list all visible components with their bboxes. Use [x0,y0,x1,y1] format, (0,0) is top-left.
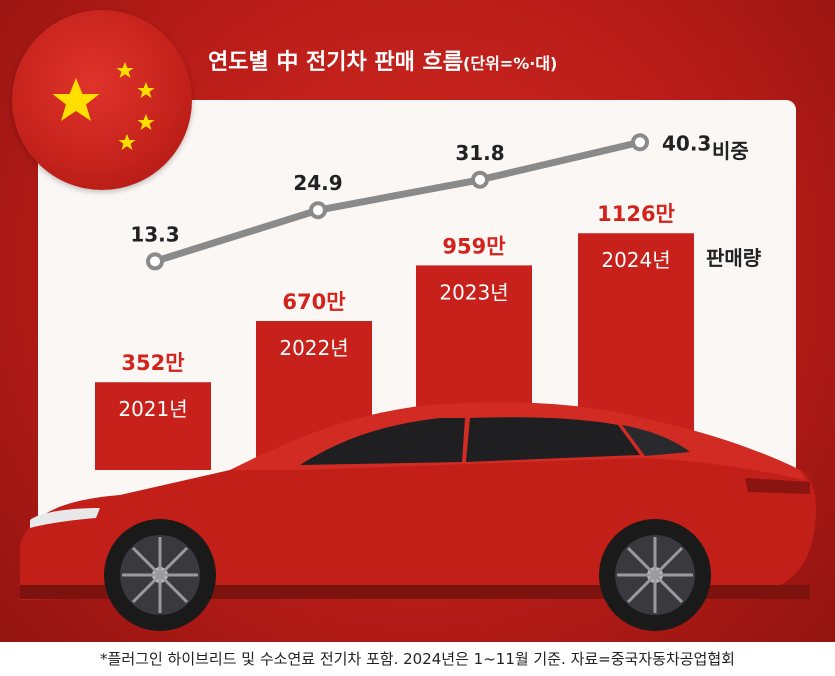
bar-category-label: 2022년 [279,336,348,360]
share-point-1 [146,252,164,271]
bar-category-label: 2024년 [601,248,670,272]
unit-text: (단위=%·대) [463,54,558,73]
title-text: 연도별 中 전기차 판매 흐름 [208,50,464,75]
line-series-label: 비중 [712,139,749,163]
source-footnote: *플러그인 하이브리드 및 수소연료 전기차 포함. 2024년은 1~11월 … [0,642,835,676]
share-point-2 [309,201,327,220]
bar-1 [95,382,211,470]
bar-value-label: 959만 [442,234,505,258]
chart-title: 연도별 中 전기차 판매 흐름(단위=%·대) [208,44,557,76]
large-star-icon [52,78,100,121]
bar-category-label: 2023년 [439,280,508,304]
small-star-icon [137,82,155,98]
electric-car-illustration [20,402,817,631]
share-value-label: 31.8 [455,141,504,165]
small-star-icon [137,114,155,130]
share-point-4 [631,133,649,152]
bar-value-label: 1126만 [597,202,675,226]
small-star-icon [116,62,134,78]
share-value-label: 13.3 [130,222,179,246]
share-line [151,138,644,265]
small-star-icon [118,134,136,150]
bar-series-label: 판매량 [706,246,762,270]
line-layer: 13.3 24.9 31.8 40.3 [130,131,711,271]
bar-value-label: 352만 [121,351,184,375]
bar-category-label: 2021년 [118,397,187,421]
flag-stars-icon [52,62,155,150]
share-value-label: 40.3 [662,131,711,155]
china-flag-emblem [12,10,192,190]
bar-value-label: 670만 [282,290,345,314]
share-value-label: 24.9 [293,171,342,195]
share-point-3 [471,170,489,189]
